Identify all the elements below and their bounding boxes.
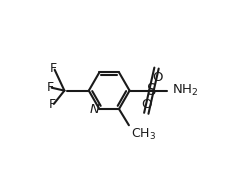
Text: NH$_2$: NH$_2$	[172, 83, 198, 98]
Text: S: S	[147, 83, 156, 98]
Text: F: F	[49, 98, 56, 111]
Text: N: N	[89, 103, 99, 116]
Text: CH$_3$: CH$_3$	[131, 127, 156, 142]
Text: F: F	[46, 81, 54, 94]
Text: O: O	[152, 71, 163, 84]
Text: F: F	[50, 62, 57, 76]
Text: O: O	[141, 98, 152, 111]
